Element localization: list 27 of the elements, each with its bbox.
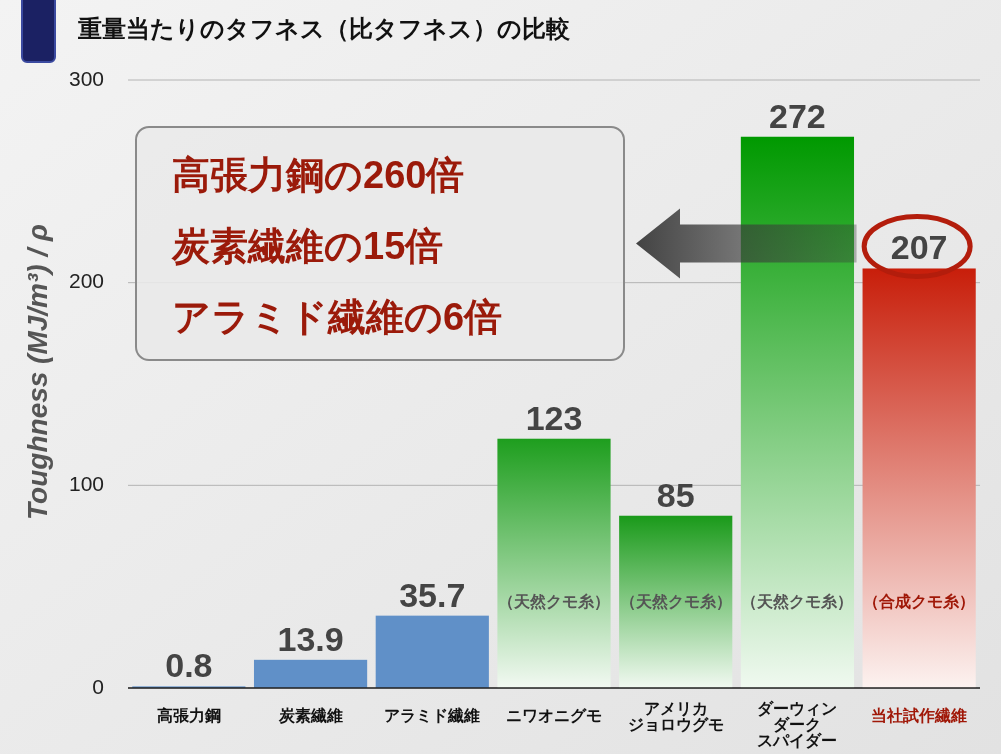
- data-label: 272: [769, 96, 826, 135]
- x-tick-label: アメリカジョロウグモ: [627, 700, 724, 733]
- x-tick-label: アラミド繊維: [384, 707, 481, 724]
- annotation: （天然クモ糸）: [498, 593, 610, 612]
- data-label: 85: [656, 475, 695, 514]
- data-label: 13.9: [277, 619, 344, 658]
- x-tick-label: 当社試作繊維: [871, 707, 968, 724]
- x-tick-label: 炭素繊維: [277, 707, 343, 724]
- y-tick-label: 200: [68, 269, 104, 293]
- x-tick-label: ダーウィンダークスパイダー: [757, 700, 838, 749]
- annotation: 高張力鋼の260倍: [172, 154, 465, 196]
- data-label: 35.7: [399, 575, 466, 614]
- x-tick-label: ニワオニグモ: [506, 707, 602, 724]
- annotation: （合成クモ糸）: [863, 593, 976, 612]
- annotation: （天然クモ糸）: [619, 593, 732, 612]
- y-tick-label: 100: [68, 471, 104, 495]
- y-tick-label: 300: [68, 66, 104, 90]
- x-tick-label: 高張力鋼: [156, 706, 221, 724]
- chart-title: 重量当たりのタフネス（比タフネス）の比較: [77, 15, 571, 42]
- data-label: 123: [525, 398, 583, 437]
- y-tick-label: 0: [92, 674, 104, 698]
- data-label: 0.8: [165, 646, 213, 685]
- annotation: （天然クモ糸）: [741, 593, 854, 612]
- annotation: アラミド繊維の6倍: [172, 296, 503, 338]
- data-label: 207: [890, 228, 948, 267]
- y-axis-title: Toughness (MJ/m³) / ρ: [22, 224, 54, 520]
- annotation: 炭素繊維の15倍: [171, 225, 444, 267]
